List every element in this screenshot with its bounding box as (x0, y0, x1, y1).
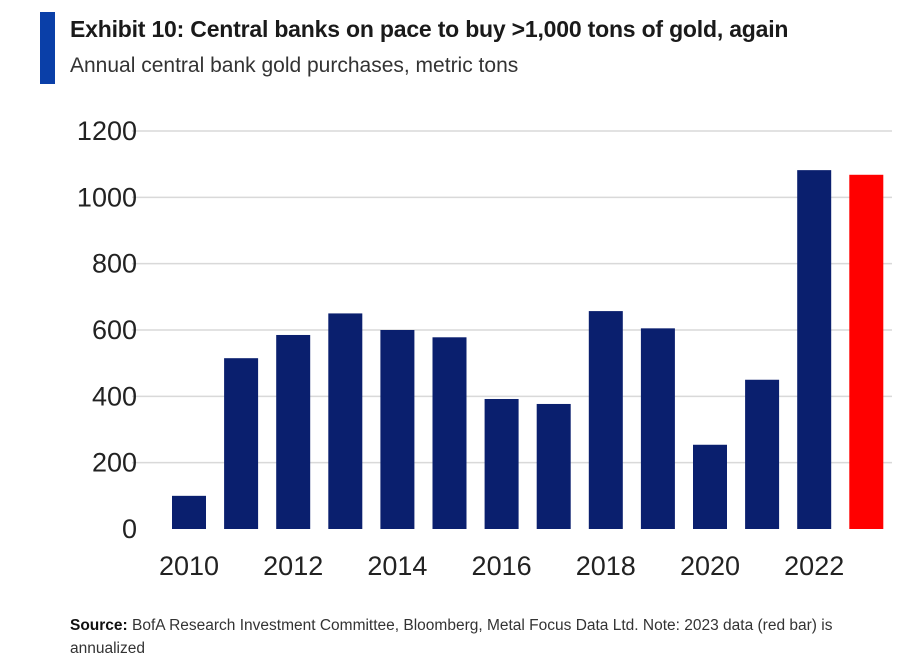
source-note: Source: BofA Research Investment Committ… (70, 614, 870, 660)
x-axis-ticks: 2010 2012 2014 2016 2018 2020 2022 (159, 551, 844, 581)
bar-2015 (432, 337, 467, 529)
x-tick-label: 2016 (472, 551, 532, 581)
bar-2017 (536, 403, 571, 529)
bars (172, 170, 884, 529)
y-tick-label: 400 (92, 381, 137, 411)
x-tick-label: 2014 (367, 551, 427, 581)
bar-2019 (640, 328, 675, 529)
bar-2014 (380, 330, 415, 529)
y-axis-ticks: 0 200 400 600 800 1000 1200 (77, 116, 137, 544)
y-tick-label: 0 (122, 514, 137, 544)
x-tick-label: 2018 (576, 551, 636, 581)
bar-2021 (745, 379, 780, 529)
chart-title: Exhibit 10: Central banks on pace to buy… (70, 16, 789, 42)
x-tick-label: 2022 (784, 551, 844, 581)
bar-2012 (276, 334, 311, 529)
accent-bar (40, 12, 55, 84)
x-tick-label: 2020 (680, 551, 740, 581)
bar-2010 (172, 495, 206, 529)
source-text: BofA Research Investment Committee, Bloo… (70, 617, 833, 657)
bar-2022 (797, 170, 832, 529)
source-label: Source: (70, 617, 128, 634)
bar-2011 (224, 358, 259, 529)
bar-2013 (328, 313, 363, 529)
x-tick-label: 2010 (159, 551, 219, 581)
chart-subtitle: Annual central bank gold purchases, metr… (70, 54, 519, 77)
y-tick-label: 1200 (77, 116, 137, 146)
bar-2018 (588, 311, 623, 529)
y-tick-label: 200 (92, 448, 137, 478)
y-tick-label: 800 (92, 249, 137, 279)
y-tick-label: 600 (92, 315, 137, 345)
x-tick-label: 2012 (263, 551, 323, 581)
y-tick-label: 1000 (77, 182, 137, 212)
bar-2020 (693, 444, 727, 529)
bar-2023 (849, 174, 884, 529)
bar-2016 (484, 398, 519, 529)
